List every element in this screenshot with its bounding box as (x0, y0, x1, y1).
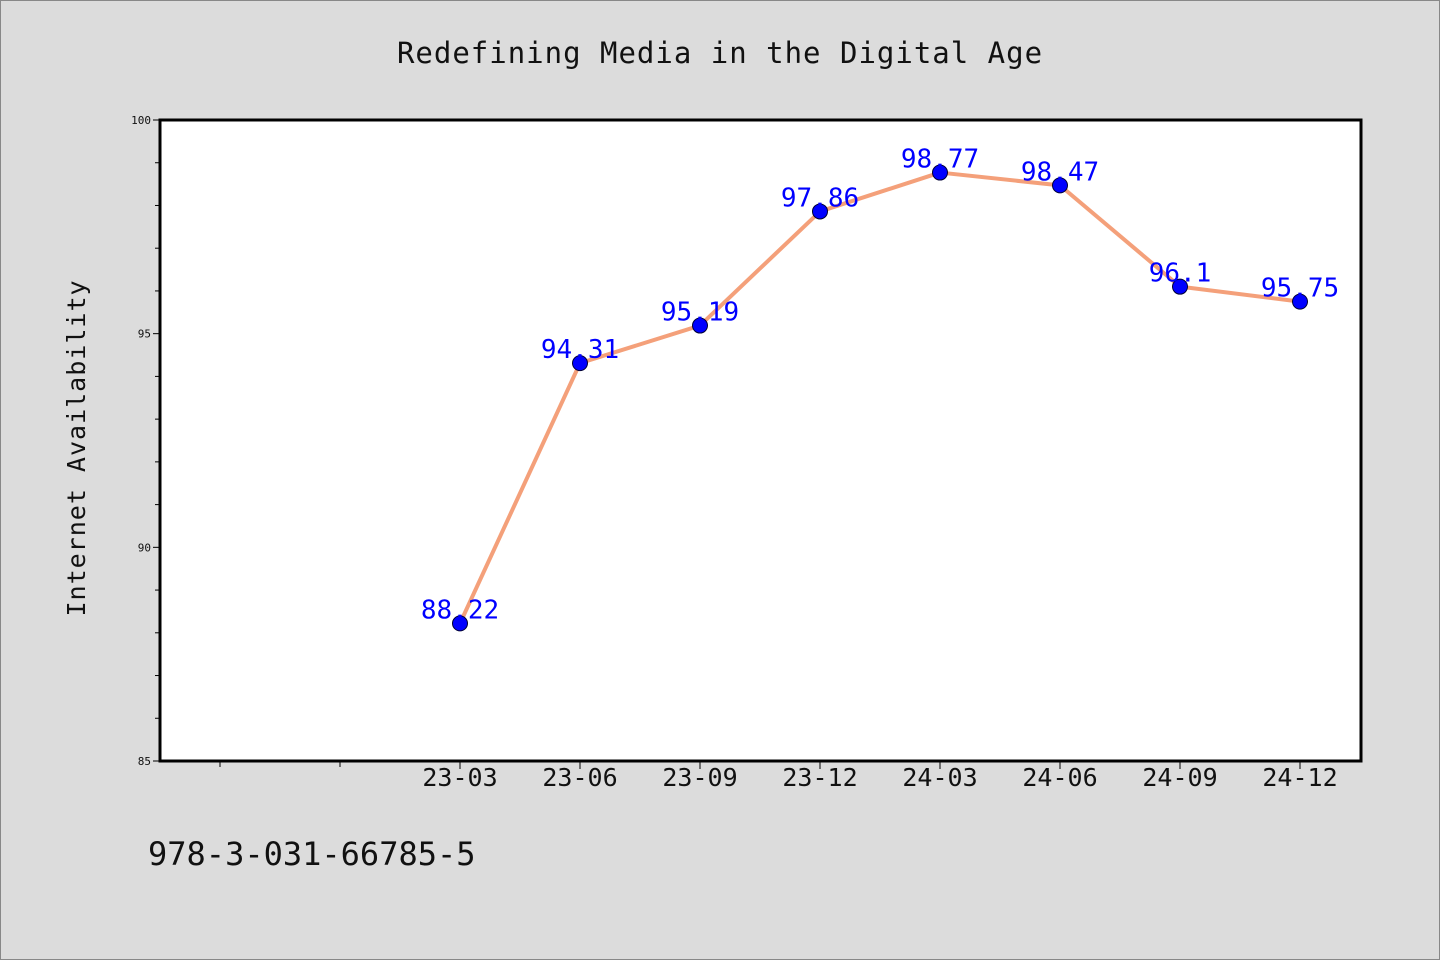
data-point-marker (1172, 278, 1188, 295)
data-label: 88.22 (421, 595, 499, 625)
x-tick-label: 23-06 (542, 763, 617, 792)
data-point-marker (452, 615, 468, 632)
data-point-marker (932, 164, 948, 181)
data-label: 96.1 (1149, 259, 1212, 289)
data-point-marker (1292, 293, 1308, 310)
data-label: 97.86 (781, 183, 859, 213)
plot-area (158, 118, 1363, 763)
data-label: 98.77 (901, 145, 979, 175)
data-point-marker (1052, 177, 1068, 194)
data-label: 95.75 (1261, 274, 1339, 304)
x-tick-label: 24-03 (902, 763, 977, 792)
chart-title: Redefining Media in the Digital Age (397, 36, 1043, 70)
data-point-marker (692, 317, 708, 334)
data-point-marker (572, 355, 588, 372)
data-label: 98.47 (1021, 157, 1099, 187)
x-tick-label: 23-09 (662, 763, 737, 792)
x-tick-label: 23-03 (422, 763, 497, 792)
y-axis-label: Internet Availability (62, 279, 91, 616)
series-line (458, 170, 1301, 625)
x-tick-label: 23-12 (782, 763, 857, 792)
y-tick-label: 100 (131, 114, 151, 127)
chart-marks: 85 90 95 100 23-03 23-06 23-09 23-12 24-03 24-06 2… (131, 114, 1339, 792)
y-tick-label: 90 (138, 541, 151, 554)
data-label: 94.31 (541, 335, 619, 365)
x-tick-label: 24-09 (1142, 763, 1217, 792)
x-tick-label: 24-06 (1022, 763, 1097, 792)
data-point-marker (812, 203, 828, 220)
y-tick-label: 85 (138, 755, 151, 768)
x-tick-label: 24-12 (1262, 763, 1337, 792)
isbn-text: 978-3-031-66785-5 (148, 835, 476, 873)
data-label: 95.19 (661, 298, 739, 328)
y-tick-label: 95 (138, 328, 151, 341)
